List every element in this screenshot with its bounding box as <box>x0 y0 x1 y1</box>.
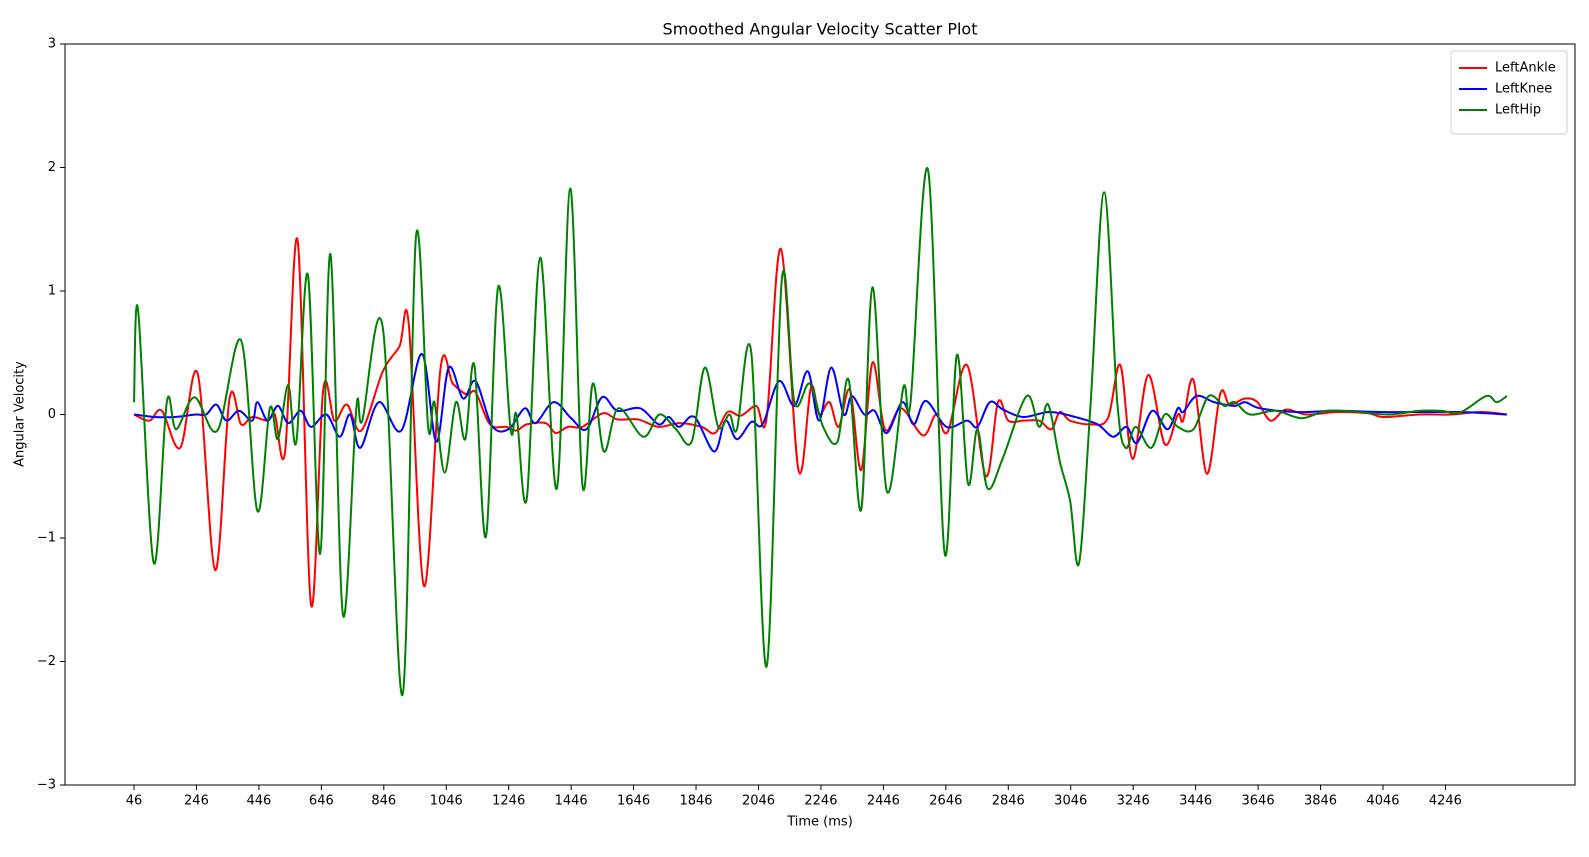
x-tick-label: 2446 <box>867 794 900 809</box>
legend: LeftAnkle LeftKnee LeftHip <box>1450 50 1568 135</box>
x-tick-label: 2246 <box>804 794 837 809</box>
x-tick-label: 1646 <box>617 794 650 809</box>
y-tick-label: 0 <box>48 407 56 422</box>
x-tick-label: 3646 <box>1242 794 1275 809</box>
x-tick-label: 3446 <box>1179 794 1212 809</box>
legend-label: LeftHip <box>1495 103 1541 118</box>
legend-box <box>1450 50 1568 135</box>
x-tick-label: 1046 <box>430 794 463 809</box>
legend-label: LeftAnkle <box>1495 61 1556 76</box>
y-tick-label: −1 <box>37 531 56 546</box>
y-tick-label: −3 <box>37 778 56 793</box>
x-tick-label: 4246 <box>1429 794 1462 809</box>
x-tick-label: 3846 <box>1304 794 1337 809</box>
x-tick-label: 646 <box>309 794 334 809</box>
plot-frame <box>64 43 1576 786</box>
x-tick-label: 1246 <box>492 794 525 809</box>
x-tick-label: 2046 <box>742 794 775 809</box>
chart-title: Smoothed Angular Velocity Scatter Plot <box>663 20 978 39</box>
x-tick-label: 1846 <box>679 794 712 809</box>
x-tick-label: 446 <box>246 794 271 809</box>
x-tick-label: 2846 <box>992 794 1025 809</box>
x-tick-label: 46 <box>126 794 143 809</box>
series-line <box>133 237 1508 608</box>
x-tick-label: 2646 <box>929 794 962 809</box>
series-line <box>133 352 1507 453</box>
x-tick-label: 4046 <box>1366 794 1399 809</box>
x-tick-label: 1446 <box>555 794 588 809</box>
y-tick-label: −2 <box>37 654 56 669</box>
series-line <box>133 167 1508 696</box>
x-tick-label: 246 <box>184 794 209 809</box>
x-tick-label: 3046 <box>1054 794 1087 809</box>
legend-label: LeftKnee <box>1495 82 1552 97</box>
x-axis-label: Time (ms) <box>786 815 853 830</box>
y-axis-label: Angular Velocity <box>13 361 28 467</box>
x-tick-label: 3246 <box>1117 794 1150 809</box>
x-tick-label: 846 <box>371 794 396 809</box>
y-tick-label: 3 <box>48 37 56 52</box>
y-tick-label: 2 <box>48 160 56 175</box>
y-tick-label: 1 <box>48 284 56 299</box>
